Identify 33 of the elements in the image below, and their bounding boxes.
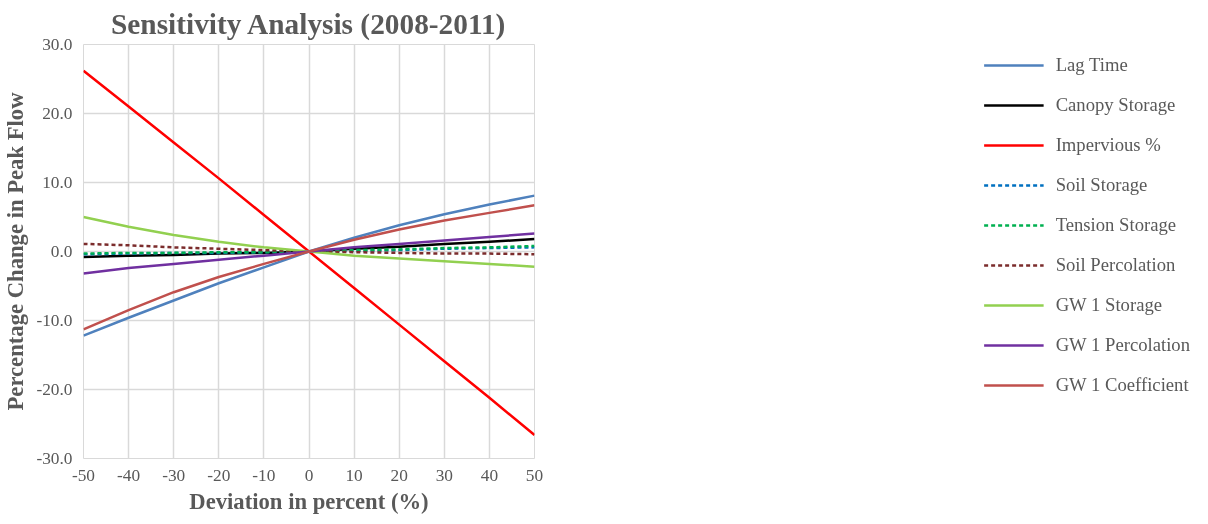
x-tick-label: -30 (162, 465, 186, 485)
legend-label: Soil Storage (1055, 174, 1148, 196)
y-axis-title: Percentage Change in Peak Flow (3, 91, 29, 411)
x-axis-title: Deviation in percent (%) (189, 488, 429, 514)
line-series (83, 69, 535, 437)
legend-label: Soil Percolation (1055, 254, 1176, 276)
x-tick-label: 30 (435, 465, 453, 485)
legend-label: GW 1 Storage (1055, 294, 1163, 316)
y-tick-label: -30.0 (36, 449, 73, 468)
y-tick-label: 20.0 (42, 104, 73, 123)
x-tick-label: 10 (345, 465, 363, 485)
y-tick-label: -10.0 (36, 311, 73, 330)
legend-label: GW 1 Coefficient (1055, 374, 1189, 396)
legend-label: Canopy Storage (1055, 94, 1176, 116)
legend-label: GW 1 Percolation (1055, 334, 1190, 356)
legend-label: Tension Storage (1055, 214, 1177, 236)
legend-label: Lag Time (1055, 54, 1128, 76)
x-tick-label: 50 (525, 465, 544, 485)
x-tick-label: -40 (117, 465, 141, 485)
line-series (83, 232, 535, 275)
y-tick-label: 10.0 (42, 173, 73, 192)
y-tick-label: 30.0 (42, 35, 73, 54)
x-tick-label: -20 (207, 465, 231, 485)
x-tick-label: 0 (304, 465, 314, 485)
x-tick-label: -50 (71, 465, 96, 485)
x-tick-label: -10 (252, 465, 276, 485)
y-tick-label: 0.0 (50, 242, 73, 261)
x-tick-label: 40 (480, 465, 499, 485)
legend-label: Impervious % (1055, 134, 1161, 156)
x-tick-label: 20 (390, 465, 408, 485)
y-tick-label: -20.0 (36, 380, 73, 399)
line-series (83, 215, 535, 268)
chart-title: Sensitivity Analysis (2008-2011) (111, 7, 506, 41)
